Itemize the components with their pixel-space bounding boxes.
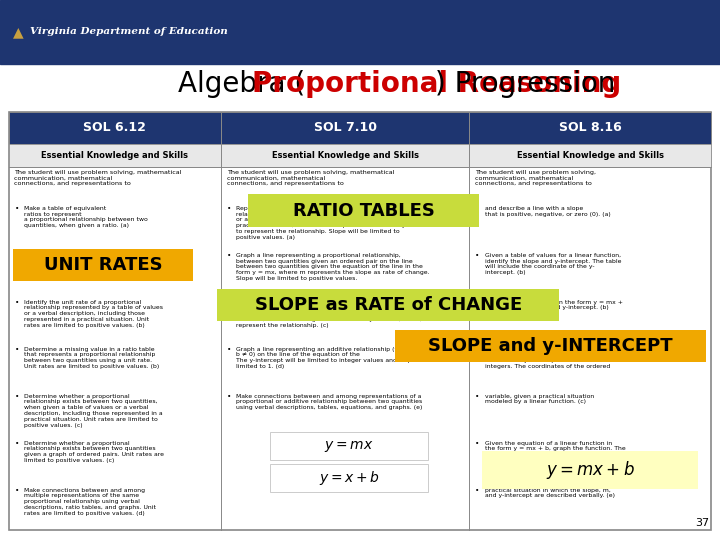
Text: •: • [475,394,480,400]
Bar [9,144,221,167]
Text: •: • [227,347,231,353]
Text: $y = mx + b$: $y = mx + b$ [546,459,635,481]
Bar [217,289,559,321]
Bar [0,0,720,64]
Bar [9,112,221,144]
Text: Determine the y-intercept, b, in an additive relationship
between two quantities: Determine the y-intercept, b, in an addi… [236,300,430,328]
Bar [221,112,469,144]
Text: SLOPE and y-INTERCEPT: SLOPE and y-INTERCEPT [428,337,672,355]
Text: •: • [227,253,231,259]
Text: •: • [475,347,480,353]
Text: SLOPE as RATE of CHANGE: SLOPE as RATE of CHANGE [255,296,523,314]
Text: ) Progression: ) Progression [434,70,615,98]
Text: The student will use problem solving, mathematical
communication, mathematical
c: The student will use problem solving, ma… [14,170,182,186]
Text: •: • [14,300,19,306]
Text: Identify the graph of a linear function,
identify the slope and y-intercept. The: Identify the graph of a linear function,… [485,347,611,369]
Text: RATIO TABLES: RATIO TABLES [292,201,435,220]
Text: Given the equation of a linear function in
the form y = mx + b, graph the functi: Given the equation of a linear function … [485,441,625,463]
Text: variable, given a practical situation
modeled by a linear function. (c): variable, given a practical situation mo… [485,394,594,404]
Text: Given a table of values for a linear function,
identify the slope and y-intercep: Given a table of values for a linear fun… [485,253,621,275]
Bar [270,464,428,492]
Text: UNIT RATES: UNIT RATES [44,256,162,274]
Text: Determine the unit rate of a proportional
relationship. (a): Determine the unit rate of a proportiona… [24,253,150,264]
Bar [9,112,711,530]
Text: Proportional Reasoning: Proportional Reasoning [252,70,621,98]
Text: SOL 6.12: SOL 6.12 [84,122,146,134]
Text: Make connections between and among representations of a
proportional or additive: Make connections between and among repre… [236,394,423,410]
Text: Represent a proportional
relationship between two quantities given a table of va: Represent a proportional relationship be… [236,206,424,240]
Text: •: • [227,206,231,212]
Text: Given a linear function in the form y = mx +
b, identify the slope and y-interce: Given a linear function in the form y = … [485,300,623,310]
Text: $y = x + b$: $y = x + b$ [319,469,379,488]
Text: Essential Knowledge and Skills: Essential Knowledge and Skills [271,151,419,160]
Text: 37: 37 [695,518,709,528]
Text: Algebra (: Algebra ( [178,70,305,98]
Text: Determine whether a proportional
relationship exists between two quantities
give: Determine whether a proportional relatio… [24,441,163,463]
Text: SOL 7.10: SOL 7.10 [314,122,377,134]
Bar [469,144,711,167]
Text: Virginia Department of Education: Virginia Department of Education [30,28,228,36]
Text: Essential Knowledge and Skills: Essential Knowledge and Skills [516,151,664,160]
Text: •: • [475,253,480,259]
Text: •: • [227,300,231,306]
Text: •: • [14,488,19,494]
Text: •: • [14,347,19,353]
Text: Essential Knowledge and Skills: Essential Knowledge and Skills [41,151,189,160]
Text: Determine whether a proportional
relationship exists between two quantities,
whe: Determine whether a proportional relatio… [24,394,163,428]
Bar [469,112,711,144]
Text: Determine a missing value in a ratio table
that represents a proportional relati: Determine a missing value in a ratio tab… [24,347,159,369]
Text: •: • [14,441,19,447]
Text: •: • [14,253,19,259]
Text: ▲: ▲ [13,25,23,39]
Text: •: • [475,206,480,212]
Text: •: • [475,488,480,494]
Text: •: • [475,300,480,306]
Text: practical situation in which the slope, m,
and y-intercept are described verball: practical situation in which the slope, … [485,488,615,498]
Text: The student will use problem solving, mathematical
communication, mathematical
c: The student will use problem solving, ma… [227,170,395,186]
Bar [13,249,193,281]
Bar [221,144,469,167]
Text: $y = mx$: $y = mx$ [325,438,374,454]
Text: •: • [14,394,19,400]
Text: and describe a line with a slope
that is positive, negative, or zero (0). (a): and describe a line with a slope that is… [485,206,611,217]
Bar [395,330,706,362]
Text: SOL 8.16: SOL 8.16 [559,122,621,134]
Bar [270,432,428,460]
Bar [482,451,698,489]
Text: Make a table of equivalent
ratios to represent
a proportional relationship betwe: Make a table of equivalent ratios to rep… [24,206,148,228]
Text: •: • [475,441,480,447]
Text: Graph a line representing an additive relationship (y = x + b,
b ≠ 0) on the lin: Graph a line representing an additive re… [236,347,426,369]
Text: Graph a line representing a proportional relationship,
between two quantities gi: Graph a line representing a proportional… [236,253,430,281]
Bar [248,194,479,227]
Text: Identify the unit rate of a proportional
relationship represented by a table of : Identify the unit rate of a proportional… [24,300,163,328]
Text: •: • [227,394,231,400]
Text: Make connections between and among
multiple representations of the same
proporti: Make connections between and among multi… [24,488,156,516]
Text: •: • [14,206,19,212]
Text: The student will use problem solving,
communication, mathematical
connections, a: The student will use problem solving, co… [475,170,596,186]
